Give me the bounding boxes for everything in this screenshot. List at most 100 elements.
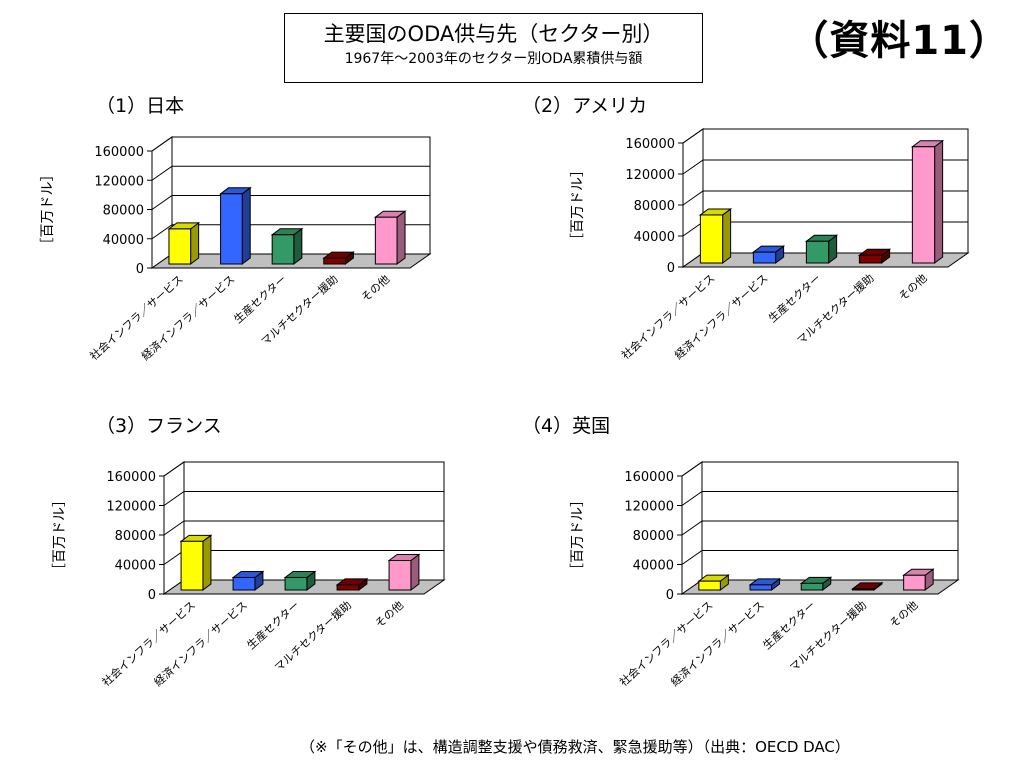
- bar-front: [749, 584, 773, 591]
- bar-front: [800, 582, 824, 591]
- x-tick-label: 経済インフラ／サービス: [138, 272, 237, 363]
- bar-front: [180, 540, 204, 591]
- bar-front: [374, 216, 398, 265]
- gridline: [163, 520, 444, 536]
- bar-front: [323, 257, 346, 265]
- bar: [697, 574, 730, 591]
- gridline: [682, 128, 968, 144]
- bar-side: [241, 186, 251, 265]
- y-tick-label: 40000: [633, 559, 674, 574]
- gridline: [151, 165, 430, 181]
- bar: [850, 581, 884, 591]
- y-tick-label: 80000: [634, 199, 675, 214]
- x-tick-label: その他: [896, 272, 929, 304]
- y-tick-label: 80000: [633, 529, 674, 544]
- y-tick-label: 120000: [624, 500, 674, 515]
- bar-front: [388, 560, 412, 591]
- bar-front: [752, 251, 777, 264]
- x-tick-label: その他: [359, 273, 392, 305]
- x-tick-label: 経済インフラ／サービス: [151, 598, 250, 689]
- bar: [322, 251, 355, 265]
- page-subtitle: 1967年～2003年のセクター別ODA累積供与額: [344, 51, 643, 67]
- bar-side: [934, 139, 944, 264]
- y-tick-label: 80000: [115, 529, 156, 544]
- bar-side: [190, 221, 200, 265]
- y-tick-label: 0: [136, 262, 144, 277]
- x-tick-label: その他: [887, 599, 920, 631]
- bar: [283, 570, 317, 591]
- y-axis-label: ［百万ドル］: [40, 168, 56, 252]
- chart-title: （1）日本: [96, 95, 184, 117]
- x-tick-label: 生産セクター: [244, 598, 302, 652]
- bar: [231, 570, 265, 591]
- chart-title: （2）アメリカ: [522, 95, 647, 117]
- x-tick-label: 経済インフラ／サービス: [668, 598, 767, 689]
- y-tick-label: 0: [667, 261, 675, 276]
- bar: [373, 210, 407, 265]
- bar: [799, 576, 833, 591]
- page-title: 主要国のODA供与先（セクター別）: [323, 22, 664, 46]
- chart-panel: （1）日本 0 40000 80000 120000 160000 ［百万ドル］ 社会インフラ…: [40, 95, 432, 363]
- y-tick-label: 80000: [103, 204, 144, 219]
- y-tick-label: 0: [148, 588, 156, 603]
- bar: [857, 248, 892, 264]
- gridline: [682, 190, 968, 206]
- bar: [387, 553, 421, 591]
- x-tick-label: その他: [373, 599, 406, 631]
- gridline: [682, 159, 968, 175]
- bar: [270, 227, 304, 265]
- bar-front: [336, 584, 360, 591]
- bar-front: [232, 576, 256, 591]
- gridline: [151, 224, 430, 240]
- bar: [910, 139, 945, 264]
- y-tick-label: 40000: [103, 233, 144, 248]
- y-tick-label: 160000: [106, 470, 156, 485]
- bar: [219, 186, 252, 265]
- y-axis-label: ［百万ドル］: [52, 493, 68, 577]
- chart-panel: （3）フランス 0 40000 80000 120000 160000 ［百万ドル］ 社会イン…: [52, 415, 446, 689]
- y-tick-label: 120000: [625, 168, 675, 183]
- bar: [335, 577, 369, 591]
- bar-front: [271, 234, 295, 265]
- gridline: [681, 550, 958, 565]
- gridline: [681, 520, 958, 536]
- y-tick-label: 160000: [94, 145, 144, 160]
- bar: [167, 221, 201, 265]
- y-axis-label: ［百万ドル］: [570, 493, 586, 577]
- bar-front: [858, 254, 883, 264]
- bar-front: [805, 240, 830, 264]
- chart-title-box: 主要国のODA供与先（セクター別） 1967年～2003年のセクター別ODA累積…: [284, 13, 703, 83]
- y-tick-label: 120000: [94, 174, 144, 189]
- bar: [748, 577, 782, 591]
- x-tick-label: 生産セクター: [765, 271, 823, 325]
- bar-side: [202, 534, 212, 591]
- x-tick-label: 社会インフラ／サービス: [617, 598, 716, 689]
- gridline: [163, 461, 444, 477]
- y-tick-label: 160000: [625, 137, 675, 152]
- bar-front: [699, 214, 724, 264]
- footnote: （※「その他」は、構造調整支援や債務救済、緊急援助等）（出典：OECD DAC）: [300, 738, 850, 756]
- chart-panel: （2）アメリカ 0 40000 80000 120000 160000 ［百万ドル］ 社会イン…: [522, 95, 970, 362]
- bar-front: [284, 576, 308, 591]
- document-label: （資料11）: [788, 18, 1010, 64]
- y-tick-label: 120000: [106, 500, 156, 515]
- x-tick-label: 社会インフラ／サービス: [87, 272, 186, 363]
- gridline: [681, 491, 958, 506]
- bar: [902, 568, 935, 591]
- bar-front: [220, 193, 243, 265]
- x-tick-label: 経済インフラ／サービス: [671, 271, 770, 362]
- bar-side: [722, 207, 732, 264]
- bar-front: [851, 588, 875, 591]
- bar-side: [396, 210, 406, 265]
- bar: [751, 245, 786, 264]
- y-axis-label: ［百万ドル］: [570, 163, 586, 247]
- bar: [179, 534, 213, 591]
- gridline: [681, 461, 958, 477]
- x-tick-label: 社会インフラ／サービス: [618, 271, 717, 362]
- gridline: [163, 491, 444, 506]
- y-tick-label: 40000: [115, 559, 156, 574]
- bar-front: [911, 146, 936, 264]
- bar-front: [168, 228, 192, 265]
- y-tick-label: 0: [666, 588, 674, 603]
